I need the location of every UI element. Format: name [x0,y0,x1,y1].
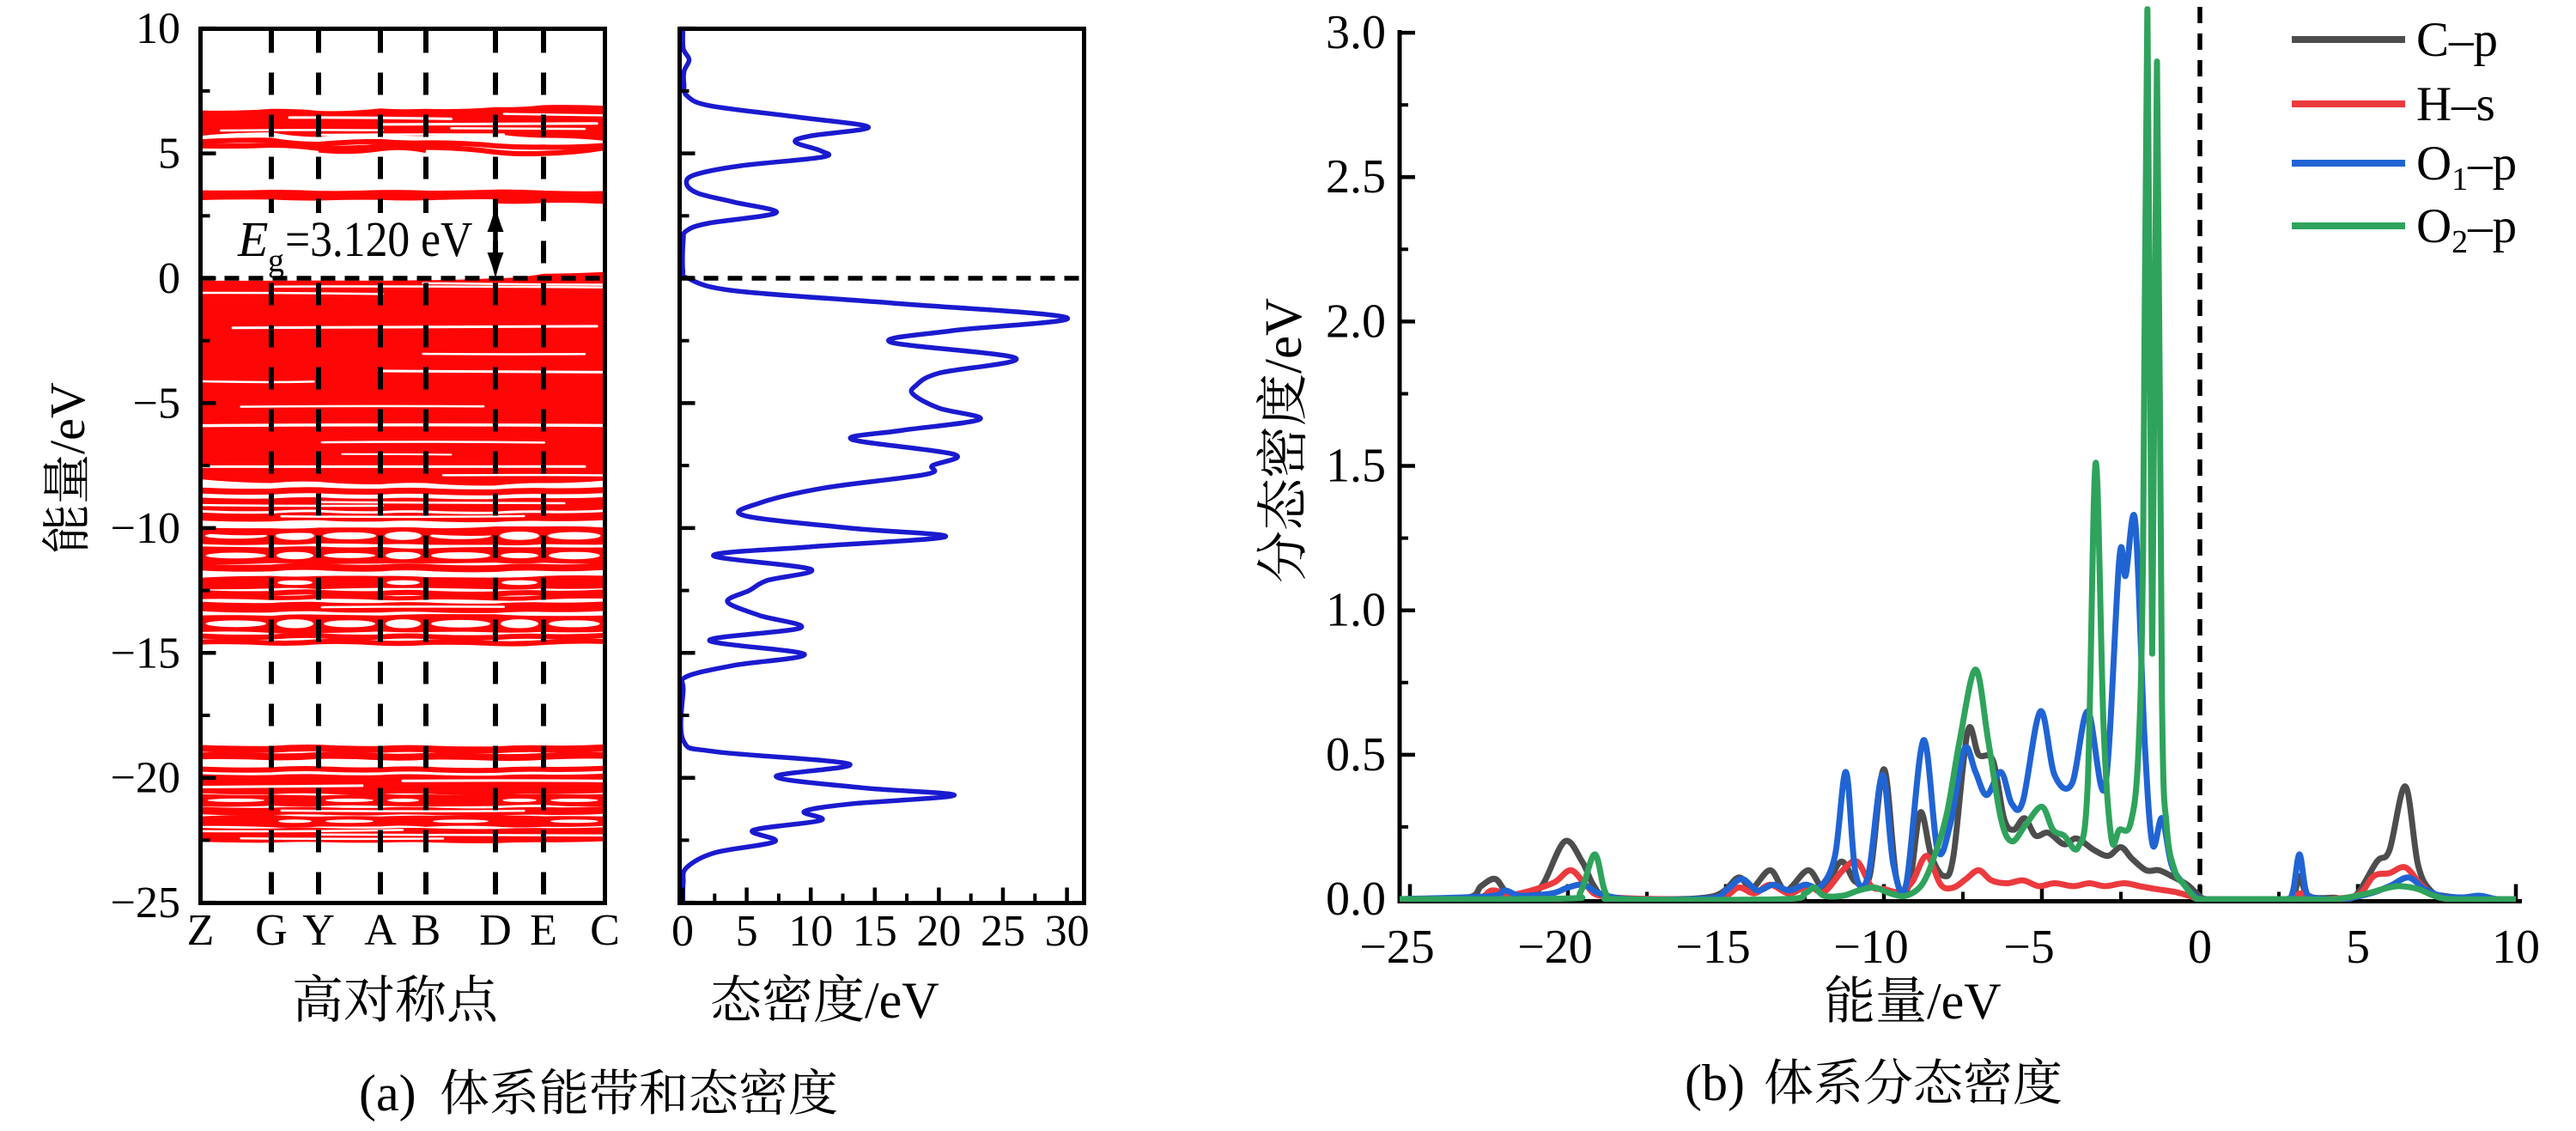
svg-text:5: 5 [158,130,180,179]
svg-text:15: 15 [853,907,897,956]
svg-text:0: 0 [671,907,694,956]
svg-text:C–p: C–p [2416,13,2498,67]
svg-text:20: 20 [916,907,961,956]
svg-text:−25: −25 [1359,921,1435,974]
svg-text:D: D [479,906,512,955]
svg-text:Y: Y [302,906,335,955]
svg-text:10: 10 [788,907,833,956]
svg-text:G: G [255,906,288,955]
svg-text:−5: −5 [2003,921,2055,974]
svg-text:2.0: 2.0 [1326,295,1386,348]
svg-text:−15: −15 [1675,921,1751,974]
svg-text:E: E [237,211,268,267]
svg-text:A: A [364,906,397,955]
svg-text:/eV: /eV [865,972,939,1029]
svg-text:10: 10 [136,4,180,53]
svg-text:0.0: 0.0 [1326,873,1386,926]
svg-text:1.0: 1.0 [1326,584,1386,637]
svg-text:/eV: /eV [1927,973,2002,1030]
svg-text:5: 5 [2346,921,2370,974]
svg-text:−10: −10 [1833,921,1909,974]
svg-text:B: B [411,906,441,955]
svg-text:(b): (b) [1685,1055,1745,1111]
svg-text:−25: −25 [111,879,180,927]
svg-text:C: C [590,906,620,955]
svg-text:−20: −20 [1517,921,1593,974]
svg-text:1.5: 1.5 [1326,440,1386,493]
svg-text:H–s: H–s [2416,77,2495,131]
svg-text:−15: −15 [111,629,180,678]
svg-text:Z: Z [187,906,215,955]
svg-text:g: g [268,243,284,279]
svg-text:2.5: 2.5 [1326,150,1386,204]
svg-text:(a): (a) [359,1065,416,1122]
svg-text:=3.120 eV: =3.120 eV [285,211,473,266]
svg-text:−5: −5 [133,379,180,428]
svg-text:/eV: /eV [1255,298,1313,374]
svg-text:/eV: /eV [39,382,95,454]
svg-text:0.5: 0.5 [1326,728,1386,781]
svg-text:−20: −20 [111,754,180,803]
svg-text:−10: −10 [111,504,180,553]
svg-text:0: 0 [2188,921,2212,974]
svg-text:O1–p: O1–p [2416,137,2517,198]
svg-text:5: 5 [736,907,758,956]
svg-text:30: 30 [1045,907,1090,956]
svg-text:3.0: 3.0 [1326,6,1386,59]
svg-text:10: 10 [2492,921,2540,974]
svg-text:25: 25 [981,907,1025,956]
svg-text:0: 0 [158,254,180,303]
svg-text:E: E [530,906,557,955]
